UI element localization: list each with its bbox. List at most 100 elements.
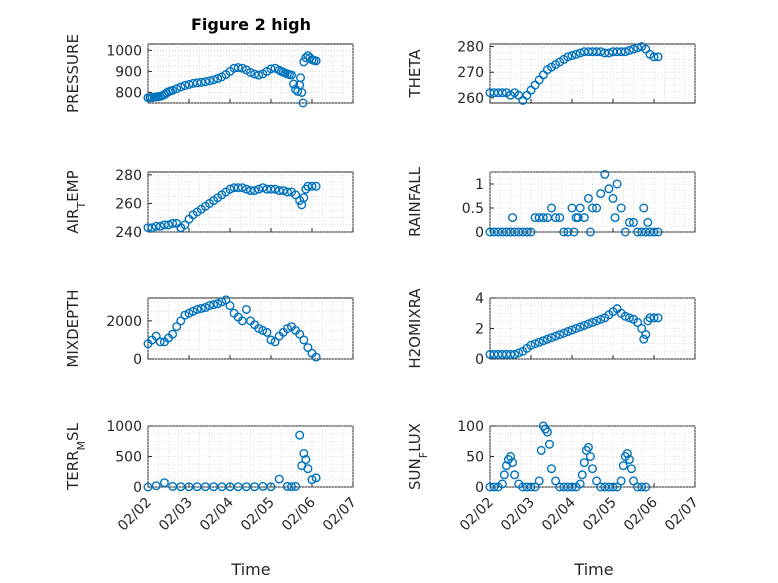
- data-point: [563, 327, 573, 337]
- data-point: [604, 184, 614, 194]
- data-point: [147, 223, 157, 233]
- data-point: [551, 331, 561, 341]
- data-point: [588, 317, 598, 327]
- data-point: [534, 337, 544, 347]
- data-point: [499, 470, 509, 480]
- data-point: [291, 190, 301, 200]
- data-point: [262, 327, 272, 337]
- y-tick-label: 240: [115, 225, 142, 241]
- data-point: [200, 303, 210, 313]
- data-point: [538, 213, 548, 223]
- data-point: [616, 47, 626, 57]
- data-point: [612, 482, 622, 492]
- data-point: [559, 328, 569, 338]
- data-point: [270, 337, 280, 347]
- data-point: [649, 227, 659, 237]
- data-point: [151, 481, 161, 491]
- data-point: [233, 63, 243, 73]
- data-point: [159, 478, 169, 488]
- data-point: [266, 335, 276, 345]
- data-point: [542, 334, 552, 344]
- y-tick-label: 1000: [106, 43, 142, 59]
- data-point: [620, 227, 630, 237]
- data-point: [176, 82, 186, 92]
- data-point: [567, 325, 577, 335]
- panel-air-temp: 240 260 280 AIRTEMP: [64, 168, 354, 241]
- data-point: [620, 311, 630, 321]
- data-point: [622, 448, 632, 458]
- data-point: [209, 75, 219, 85]
- data-point: [204, 76, 214, 86]
- data-point: [303, 343, 313, 353]
- data-point: [583, 193, 593, 203]
- data-point: [573, 213, 583, 223]
- data-point: [258, 183, 268, 193]
- data-point: [176, 316, 186, 326]
- data-point: [616, 476, 626, 486]
- data-point: [575, 48, 585, 58]
- data-point: [250, 186, 260, 196]
- y-axis-label: MIXDEPTH: [64, 289, 82, 367]
- y-tick-label: 4: [475, 291, 484, 307]
- data-point: [287, 482, 297, 492]
- data-point: [653, 52, 663, 62]
- data-point: [551, 476, 561, 486]
- data-point: [510, 349, 520, 359]
- data-point: [172, 84, 182, 94]
- y-axis-label: PRESSURE: [64, 34, 82, 113]
- data-point: [301, 53, 311, 63]
- x-tick-label: 02/06: [621, 494, 661, 534]
- data-point: [151, 221, 161, 231]
- data-point: [296, 73, 306, 83]
- data-point: [547, 203, 557, 213]
- data-point: [245, 67, 255, 77]
- data-point: [653, 227, 663, 237]
- data-point: [542, 427, 552, 437]
- data-point: [508, 458, 518, 468]
- data-point: [192, 78, 202, 88]
- y-axis-label: RAINFALL: [406, 166, 424, 237]
- data-point: [155, 221, 165, 231]
- y-tick-label: 500: [115, 450, 142, 466]
- panel-h2omixra: 0 2 4 H2OMIXRA: [406, 288, 696, 369]
- y-tick-label: 1000: [106, 419, 142, 435]
- data-point: [551, 213, 561, 223]
- data-point: [297, 87, 307, 97]
- data-point: [522, 227, 532, 237]
- y-axis-label: THETA: [406, 49, 424, 99]
- data-point: [307, 181, 317, 191]
- data-point: [508, 213, 518, 223]
- data-point: [241, 304, 251, 314]
- data-point: [538, 336, 548, 346]
- data-point: [209, 300, 219, 310]
- data-point: [579, 320, 589, 330]
- data-point: [579, 213, 589, 223]
- data-point: [196, 303, 206, 313]
- data-point: [583, 319, 593, 329]
- data-point: [629, 217, 639, 227]
- data-point: [311, 56, 321, 66]
- data-point: [217, 297, 227, 307]
- data-point: [575, 203, 585, 213]
- data-point: [629, 476, 639, 486]
- data-point: [298, 98, 308, 108]
- data-point: [159, 220, 169, 230]
- data-point: [188, 78, 198, 88]
- data-point: [596, 189, 606, 199]
- data-point: [282, 324, 292, 334]
- data-point: [225, 301, 235, 311]
- y-tick-label: 260: [457, 91, 484, 107]
- data-point: [293, 86, 303, 96]
- y-tick-label: 800: [115, 85, 142, 101]
- data-point: [592, 47, 602, 57]
- x-tick-label: 02/04: [539, 494, 579, 534]
- y-tick-label: 1: [475, 177, 484, 193]
- x-tick-label: 02/02: [115, 495, 155, 535]
- x-tick-label: 02/02: [457, 495, 497, 535]
- data-point: [555, 213, 565, 223]
- data-point: [585, 452, 595, 462]
- data-point: [254, 324, 264, 334]
- data-point: [526, 482, 536, 492]
